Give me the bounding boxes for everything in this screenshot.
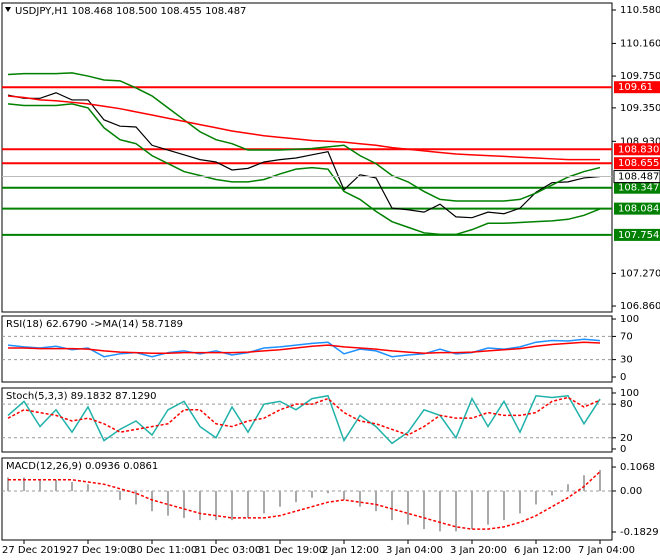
indicator-line bbox=[8, 341, 601, 354]
histogram-bar bbox=[247, 490, 249, 518]
histogram-bar bbox=[391, 490, 393, 521]
x-tick-label: 3 Jan 20:00 bbox=[450, 545, 507, 556]
last-price-box bbox=[613, 170, 660, 184]
level-label-box bbox=[614, 81, 660, 94]
y-tick-label: 100 bbox=[620, 388, 639, 399]
y-tick-label: 80 bbox=[620, 399, 633, 410]
histogram-bar bbox=[375, 490, 377, 512]
indicator-line bbox=[7, 72, 601, 202]
x-tick-label: 3 Jan 04:00 bbox=[386, 545, 443, 556]
histogram-bar bbox=[87, 484, 89, 491]
level-label-box bbox=[614, 181, 660, 194]
histogram-bar bbox=[487, 490, 489, 525]
histogram-bar bbox=[567, 484, 569, 491]
y-tick-label: 109.350 bbox=[620, 103, 660, 114]
y-tick-label: 108.930 bbox=[620, 136, 660, 147]
pane-frame bbox=[1, 2, 613, 313]
price-line bbox=[7, 338, 601, 358]
y-tick-label: 107.270 bbox=[620, 268, 660, 279]
level-label: 108.830 bbox=[618, 144, 659, 155]
level-label-box bbox=[614, 202, 660, 215]
histogram-bar bbox=[343, 490, 345, 500]
histogram-bar bbox=[7, 477, 9, 491]
y-tick-label: 110.160 bbox=[620, 38, 660, 49]
x-tick-label: 2 Jan 12:00 bbox=[322, 545, 379, 556]
level-label-box bbox=[614, 143, 660, 156]
histogram-bar bbox=[279, 490, 281, 507]
y-tick-label: 110.580 bbox=[620, 5, 660, 16]
histogram-bar bbox=[119, 490, 121, 500]
x-tick-label: 7 Jan 04:00 bbox=[578, 545, 635, 556]
price-line bbox=[7, 92, 601, 219]
pane-title: USDJPY,H1 108.468 108.500 108.455 108.48… bbox=[15, 6, 246, 17]
histogram-bar bbox=[151, 490, 153, 512]
histogram-bar bbox=[23, 477, 25, 491]
histogram-bar bbox=[71, 481, 73, 491]
y-tick-label: 0 bbox=[620, 372, 626, 383]
last-price-label: 108.487 bbox=[618, 172, 659, 183]
level-label: 109.61 bbox=[618, 82, 653, 93]
histogram-bar bbox=[455, 490, 457, 532]
histogram-bar bbox=[199, 490, 201, 521]
x-tick-label: 27 Dec 19:00 bbox=[66, 545, 133, 556]
y-tick-label: 0.00 bbox=[620, 486, 642, 497]
pane-title: Stoch(5,3,3) 89.1832 87.1290 bbox=[6, 391, 157, 402]
y-tick-label: 20 bbox=[620, 433, 633, 444]
y-tick-label: 0 bbox=[620, 444, 626, 455]
histogram-bar bbox=[39, 479, 41, 491]
level-label-box bbox=[614, 157, 660, 170]
level-label-box bbox=[614, 228, 660, 241]
histogram-bar bbox=[215, 490, 217, 521]
histogram-bar bbox=[359, 490, 361, 507]
histogram-bar bbox=[167, 490, 169, 516]
histogram-bar bbox=[135, 490, 137, 505]
histogram-bar bbox=[55, 479, 57, 491]
pane-frame bbox=[1, 315, 613, 383]
y-tick-label: 100 bbox=[620, 314, 639, 325]
histogram-bar bbox=[471, 490, 473, 530]
y-tick-label: -0.1829 bbox=[620, 527, 659, 538]
symbol-icon bbox=[5, 7, 11, 12]
histogram-bar bbox=[327, 490, 329, 494]
indicator-line bbox=[7, 103, 601, 236]
histogram-bar bbox=[439, 490, 441, 532]
pane-frame bbox=[1, 457, 613, 541]
histogram-bar bbox=[311, 490, 313, 498]
x-tick-label: 30 Dec 11:00 bbox=[130, 545, 197, 556]
indicator-line bbox=[8, 471, 601, 530]
level-label: 108.347 bbox=[618, 183, 659, 194]
histogram-bar bbox=[263, 490, 265, 514]
y-tick-label: 109.750 bbox=[620, 71, 660, 82]
x-tick-label: 31 Dec 03:00 bbox=[194, 545, 261, 556]
histogram-bar bbox=[295, 490, 297, 503]
pane-title: MACD(12,26,9) 0.0936 0.0861 bbox=[6, 461, 158, 472]
histogram-bar bbox=[503, 490, 505, 521]
histogram-bar bbox=[407, 490, 409, 525]
histogram-bar bbox=[583, 475, 585, 491]
y-tick-label: 106.860 bbox=[620, 301, 660, 312]
price-line bbox=[7, 394, 601, 445]
level-label: 108.655 bbox=[618, 158, 659, 169]
histogram-bar bbox=[231, 490, 233, 521]
histogram-bar bbox=[519, 490, 521, 514]
histogram-bar bbox=[103, 490, 105, 492]
pane-frame bbox=[1, 387, 613, 453]
x-tick-label: 27 Dec 2019 bbox=[2, 545, 66, 556]
level-label: 108.084 bbox=[618, 204, 659, 215]
histogram-bar bbox=[535, 490, 537, 505]
histogram-bar bbox=[599, 469, 601, 491]
x-tick-label: 6 Jan 12:00 bbox=[514, 545, 571, 556]
histogram-bar bbox=[423, 490, 425, 530]
indicator-line bbox=[7, 95, 600, 161]
y-tick-label: 30 bbox=[620, 355, 633, 366]
histogram-bar bbox=[183, 490, 185, 518]
y-tick-label: 0.1068 bbox=[620, 462, 655, 473]
x-tick-label: 31 Dec 19:00 bbox=[258, 545, 325, 556]
histogram-bar bbox=[551, 490, 553, 496]
pane-title: RSI(18) 62.6790 ->MA(14) 58.7189 bbox=[6, 319, 183, 330]
y-tick-label: 70 bbox=[620, 331, 633, 342]
level-label: 107.754 bbox=[618, 230, 659, 241]
